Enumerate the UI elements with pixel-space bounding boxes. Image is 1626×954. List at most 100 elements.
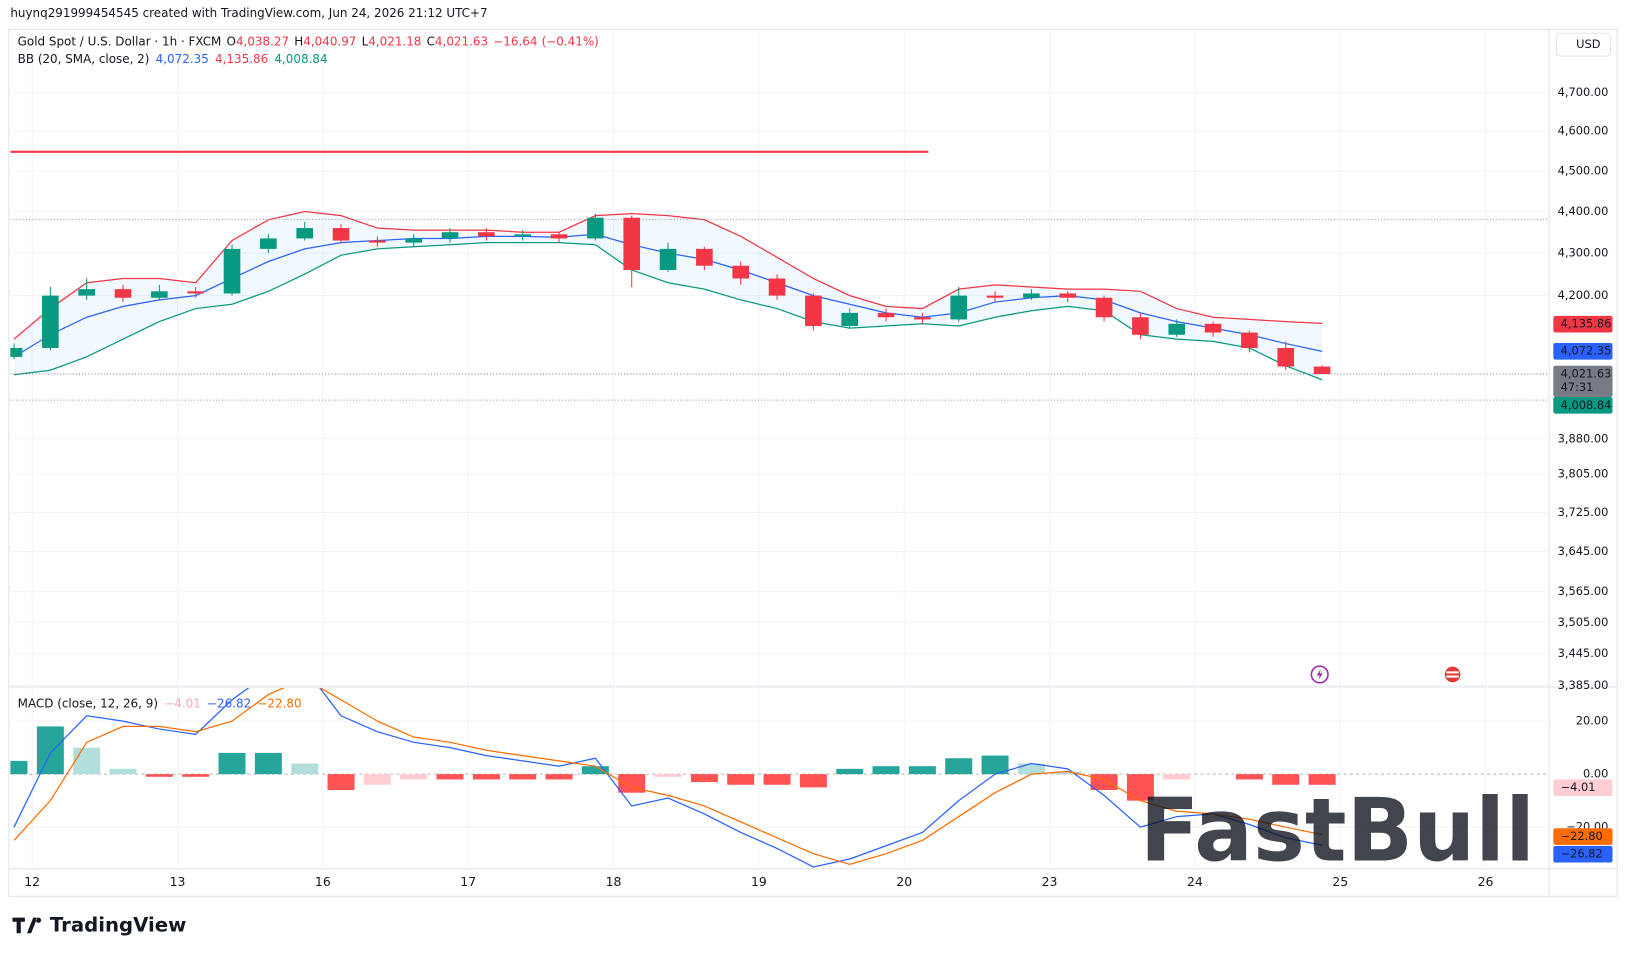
candle-body	[223, 248, 241, 294]
candle-body	[514, 234, 532, 237]
histogram-bar	[327, 774, 355, 791]
histogram-bar	[799, 774, 827, 788]
lightning	[1316, 669, 1323, 680]
ohlc-key: C	[427, 34, 435, 48]
x-tick-label: 18	[606, 874, 622, 889]
y-tick-label: 20.00	[1576, 714, 1609, 728]
macd-label-box	[1553, 779, 1613, 797]
histogram-bar	[73, 747, 101, 775]
symbol-title: Gold Spot / U.S. Dollar · 1h · FXCM	[18, 34, 222, 48]
watermark: FastBull	[1140, 779, 1535, 881]
indicator-value: 4,008.84	[274, 52, 327, 66]
legend: Gold Spot / U.S. Dollar · 1h · FXCM O4,03…	[18, 34, 599, 48]
histogram-bar	[581, 766, 609, 775]
band-fill	[14, 211, 1323, 380]
flag-stripe	[1446, 671, 1459, 674]
brand: TradingView	[50, 913, 187, 936]
candle-body	[114, 289, 132, 298]
candle-body	[877, 312, 895, 318]
legend: MACD (close, 12, 26, 9) −4.01 −26.82 −22.80	[18, 696, 302, 710]
histogram-bar	[1126, 774, 1154, 801]
histogram-bar	[509, 774, 537, 780]
y-tick-label: 3,445.00	[1558, 646, 1609, 660]
indicator-value: 4,072.35	[156, 52, 209, 66]
indicator-value: −26.82	[207, 696, 251, 710]
x-tick-label: 24	[1187, 874, 1203, 889]
histogram-bar	[690, 774, 718, 783]
price-label-box	[1553, 396, 1613, 414]
macd-label: −4.01	[1561, 780, 1596, 794]
histogram-bar	[908, 766, 936, 775]
candle-body	[260, 238, 277, 249]
histogram-bar	[182, 774, 210, 777]
histogram-bar	[763, 774, 791, 785]
candle-body	[441, 232, 459, 239]
candle-body	[1059, 293, 1077, 298]
ohlc-value: 4,038.27	[236, 34, 289, 48]
price-pane	[10, 31, 1550, 686]
histogram-bar	[472, 774, 500, 780]
candle-body	[841, 312, 859, 326]
indicator-value: −22.80	[257, 696, 301, 710]
histogram-bar	[109, 768, 137, 775]
histogram-bar	[1235, 774, 1263, 780]
macd-label: −26.82	[1561, 847, 1603, 861]
candle-body	[151, 291, 168, 298]
histogram-bar	[363, 774, 391, 785]
histogram-bar	[1017, 763, 1045, 775]
ohlc-key: H	[294, 34, 303, 48]
macd-label: −22.80	[1561, 829, 1603, 843]
candle-body	[10, 347, 23, 357]
histogram-bar	[436, 774, 464, 780]
y-tick-label: 3,565.00	[1558, 584, 1609, 598]
overlay: 12 13 16 17 18 19 20 23 24 25 26 4,700.00 4,600.00 4,…	[18, 34, 1613, 889]
y-tick-label: 4,300.00	[1558, 246, 1609, 260]
histogram-bar	[218, 752, 246, 775]
indicator-name: MACD (close, 12, 26, 9)	[18, 696, 158, 710]
x-tick-label: 16	[315, 874, 331, 889]
candle-body	[478, 232, 495, 237]
bb-upper	[13, 210, 1323, 340]
candle-body	[42, 295, 59, 348]
candle-body	[1204, 323, 1222, 333]
ohlc-value: 4,021.18	[368, 34, 421, 48]
x-tick-label: 26	[1478, 874, 1494, 889]
candle-body	[805, 295, 822, 326]
histogram-bar	[400, 774, 428, 780]
y-tick-label: 3,505.00	[1558, 615, 1609, 629]
y-tick-label: 3,880.00	[1558, 431, 1609, 445]
candle-body	[914, 317, 931, 320]
y-tick-label: 4,400.00	[1558, 204, 1609, 218]
histogram-bar	[291, 763, 319, 775]
price-label-box	[1553, 365, 1613, 397]
x-tick-label: 17	[460, 874, 476, 889]
price-label: 47:31	[1561, 380, 1594, 394]
currency-button[interactable]	[1555, 32, 1611, 57]
macd-pane	[10, 687, 1550, 868]
histogram-bar	[1272, 774, 1300, 785]
candle-body	[1277, 347, 1295, 367]
candle-body	[696, 248, 713, 266]
x-tick-label: 20	[896, 874, 912, 889]
price-label: 4,072.35	[1561, 344, 1612, 358]
macd-label-box	[1553, 828, 1613, 845]
x-tick-label: 25	[1332, 874, 1348, 889]
brand-logo	[12, 917, 42, 934]
change-pct: (−0.41%)	[542, 34, 599, 48]
x-tick-label: 12	[24, 874, 40, 889]
candle-body	[1023, 293, 1040, 298]
price-label: 4,135.86	[1561, 317, 1612, 331]
y-tick-label: 3,725.00	[1558, 505, 1609, 519]
currency[interactable]: USD	[1576, 37, 1601, 51]
y-tick-label: 0.00	[1583, 767, 1608, 781]
indicator-name: BB (20, SMA, close, 2)	[18, 52, 150, 66]
change: −16.64	[493, 34, 537, 48]
histogram-bar	[618, 774, 646, 793]
attribution: huynq291999454545 created with TradingVi…	[10, 6, 487, 20]
candle-body	[623, 217, 641, 270]
y-tick-label: 3,385.00	[1558, 678, 1609, 692]
histogram-bar	[654, 774, 682, 777]
candle-body	[732, 265, 750, 279]
flag-icon[interactable]	[1443, 665, 1462, 684]
